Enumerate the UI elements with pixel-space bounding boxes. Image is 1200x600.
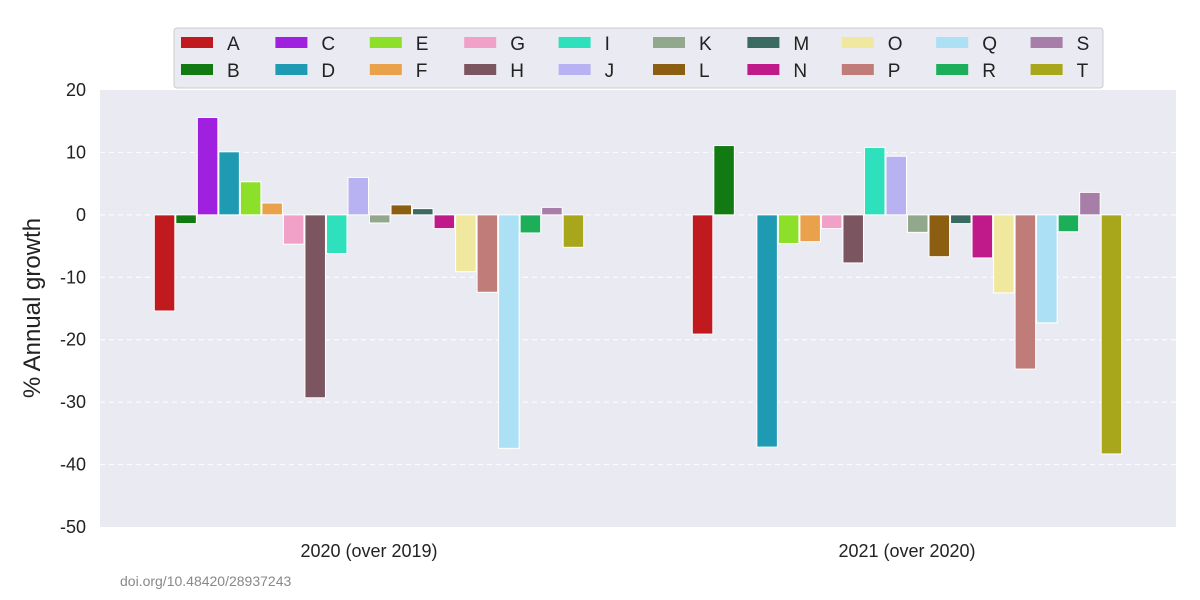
legend-label-I: I (605, 34, 610, 55)
bar-P-1 (1014, 214, 1037, 370)
legend-swatch-D (275, 64, 308, 75)
bar-R-0 (519, 214, 542, 234)
legend-label-T: T (1077, 61, 1089, 82)
bar-E-0 (239, 181, 262, 216)
legend-swatch-G (464, 37, 497, 48)
bar-A-1 (691, 214, 714, 335)
legend-swatch-K (653, 37, 685, 48)
bar-D-0 (218, 151, 240, 216)
bar-T-0 (562, 214, 585, 248)
legend-label-D: D (321, 61, 335, 82)
y-tick-label: -40 (60, 455, 86, 475)
y-tick-label: -20 (60, 330, 86, 350)
legend-swatch-B (181, 64, 213, 75)
legend-swatch-F (369, 64, 402, 75)
legend-label-O: O (888, 34, 903, 55)
y-tick-label: 20 (66, 80, 86, 100)
bar-Q-0 (498, 214, 520, 449)
bar-C-0 (196, 116, 219, 216)
bar-D-1 (756, 214, 778, 448)
bar-N-0 (433, 214, 456, 230)
bar-L-1 (928, 214, 951, 258)
x-axis-categories: 2020 (over 2019) 2021 (over 2020) (300, 541, 975, 561)
bar-S-0 (541, 206, 563, 216)
bars (153, 116, 1123, 455)
bar-J-0 (347, 176, 370, 216)
y-tick-label: -30 (60, 392, 86, 412)
legend-swatch-L (653, 64, 685, 75)
legend-label-G: G (510, 34, 525, 55)
bar-H-0 (304, 214, 326, 399)
legend-swatch-A (181, 37, 213, 48)
legend: AB CD EF GH IJ KL MN OP QR ST (173, 27, 1104, 89)
source-doi: doi.org/10.48420/28937243 (120, 573, 291, 589)
legend-label-N: N (793, 61, 807, 82)
bar-M-0 (412, 208, 434, 216)
legend-label-S: S (1077, 34, 1090, 55)
legend-swatch-C (275, 37, 308, 48)
legend-swatch-I (558, 37, 591, 48)
bar-P-0 (476, 214, 499, 293)
bar-F-1 (799, 214, 821, 243)
legend-swatch-H (464, 64, 497, 75)
bar-T-1 (1100, 214, 1123, 455)
bar-F-0 (261, 202, 283, 216)
bar-I-1 (863, 146, 886, 216)
legend-swatch-N (747, 64, 780, 75)
legend-swatch-R (936, 64, 969, 75)
y-axis-ticks: 20 10 0 -10 -20 -30 -40 -50 (60, 80, 86, 537)
bar-K-1 (907, 214, 929, 233)
legend-swatch-S (1030, 37, 1063, 48)
legend-label-C: C (321, 34, 335, 55)
legend-swatch-J (558, 64, 591, 75)
legend-label-F: F (416, 61, 428, 82)
bar-L-0 (390, 204, 413, 216)
y-tick-label: 10 (66, 142, 86, 162)
bar-A-0 (153, 214, 176, 312)
legend-label-H: H (510, 61, 524, 82)
legend-label-J: J (605, 61, 615, 82)
y-tick-label: 0 (76, 205, 86, 225)
legend-label-P: P (888, 61, 901, 82)
y-tick-label: -50 (60, 517, 86, 537)
legend-swatch-T (1030, 64, 1063, 75)
bar-O-0 (455, 214, 477, 273)
bar-J-1 (885, 155, 907, 216)
legend-swatch-O (841, 37, 874, 48)
legend-label-R: R (982, 61, 996, 82)
legend-label-E: E (416, 34, 429, 55)
bar-B-0 (175, 214, 197, 225)
legend-swatch-M (747, 37, 780, 48)
x-category-label: 2021 (over 2020) (838, 541, 975, 561)
bar-K-0 (369, 214, 391, 224)
legend-label-L: L (699, 61, 710, 82)
plot-area (100, 90, 1176, 527)
bar-N-1 (971, 214, 994, 259)
y-axis-label: % Annual growth (19, 218, 46, 398)
bar-I-0 (325, 214, 348, 255)
bar-H-1 (842, 214, 864, 264)
legend-label-K: K (699, 34, 712, 55)
legend-label-A: A (227, 34, 240, 55)
legend-label-B: B (227, 61, 240, 82)
bar-S-1 (1079, 191, 1101, 216)
bar-O-1 (993, 214, 1015, 294)
bar-E-1 (777, 214, 800, 245)
bar-G-0 (282, 214, 305, 245)
legend-swatch-Q (936, 37, 969, 48)
legend-swatch-P (841, 64, 874, 75)
bar-M-1 (950, 214, 972, 225)
y-tick-label: -10 (60, 267, 86, 287)
bar-R-1 (1057, 214, 1080, 233)
x-category-label: 2020 (over 2019) (300, 541, 437, 561)
bar-Q-1 (1036, 214, 1058, 324)
legend-label-M: M (793, 34, 809, 55)
legend-label-Q: Q (982, 34, 997, 55)
legend-swatch-E (369, 37, 402, 48)
bar-G-1 (820, 214, 843, 230)
bar-B-1 (713, 145, 735, 216)
